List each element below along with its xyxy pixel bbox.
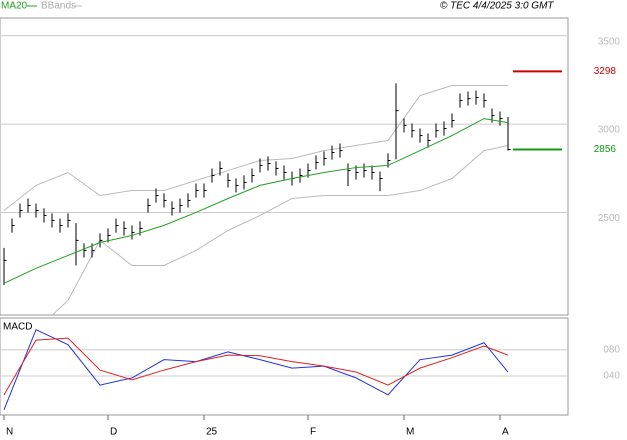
y-tick-label: 080 [603,345,620,356]
x-tick-label: 25 [206,427,218,438]
price-panel [0,17,569,316]
bollinger-band [51,144,509,315]
x-tick-label: N [6,427,13,438]
panel-title: MACD [3,322,32,333]
y-tick-label: 040 [603,371,620,382]
line-series [3,118,509,284]
line-series [3,337,509,396]
level-label: 3298 [594,66,617,77]
x-tick-label: F [310,427,316,438]
bollinger-band [3,85,508,211]
macd-panel [0,317,569,416]
line-series [3,329,509,410]
x-tick-label: M [406,427,414,438]
y-tick-label: 3000 [598,125,621,136]
y-tick-label: 2500 [598,213,621,224]
x-tick-label: A [502,427,509,438]
legend-label: MA20 [1,1,28,12]
y-tick-label: 3500 [598,36,621,47]
x-tick-label: D [110,427,117,438]
source: © TEC 4/4/2025 3:0 GMT [440,1,554,12]
level-label: 2856 [594,144,617,155]
legend-label: BBands [41,1,76,12]
